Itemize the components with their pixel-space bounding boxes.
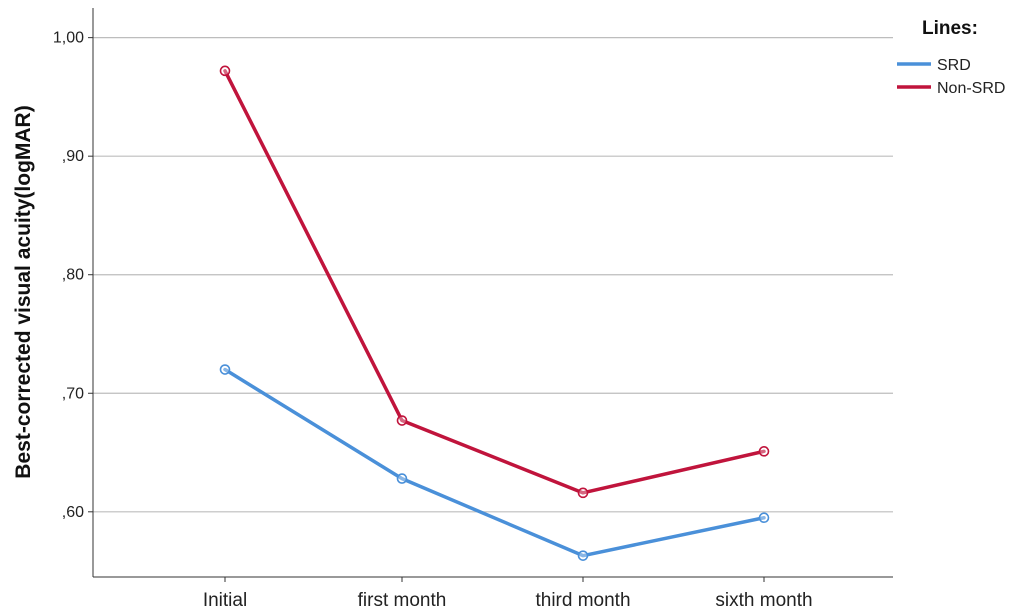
data-point-non-srd <box>219 65 231 77</box>
series-line-srd <box>223 367 766 558</box>
y-tick-labels: ,60 ,70 ,80 ,90 1,00 <box>53 30 93 521</box>
y-tick-label: 1,00 <box>53 30 84 47</box>
data-point-non-srd <box>396 415 408 426</box>
y-tick-label: ,60 <box>62 504 84 521</box>
y-tick-label: ,90 <box>62 148 84 165</box>
gridlines <box>93 37 893 513</box>
series-line-non-srd <box>223 69 766 495</box>
data-point-non-srd <box>577 487 589 499</box>
legend-title: Lines: <box>922 18 978 39</box>
data-point-srd <box>219 364 231 375</box>
data-point-non-srd <box>758 446 770 457</box>
legend-items: SRD Non-SRD <box>897 57 1005 97</box>
x-tick-labels: Initial first month third month sixth month <box>203 577 813 611</box>
legend[interactable]: Lines: SRD Non-SRD <box>897 18 1005 97</box>
series-points <box>219 65 770 561</box>
x-tick-label: Initial <box>203 590 247 611</box>
x-tick-label: third month <box>535 590 630 611</box>
legend-label: Non-SRD <box>937 80 1005 97</box>
legend-label: SRD <box>937 57 971 74</box>
axes <box>92 8 893 578</box>
y-tick-label: ,80 <box>62 267 84 284</box>
data-point-srd <box>396 473 408 484</box>
x-tick-label: first month <box>358 590 447 611</box>
data-point-srd <box>758 512 770 524</box>
y-axis-title: Best-corrected visual acuity(logMAR) <box>12 105 35 478</box>
y-tick-label: ,70 <box>62 385 84 402</box>
data-point-srd <box>577 550 589 561</box>
x-tick-label: sixth month <box>715 590 812 611</box>
series-lines <box>223 69 766 558</box>
